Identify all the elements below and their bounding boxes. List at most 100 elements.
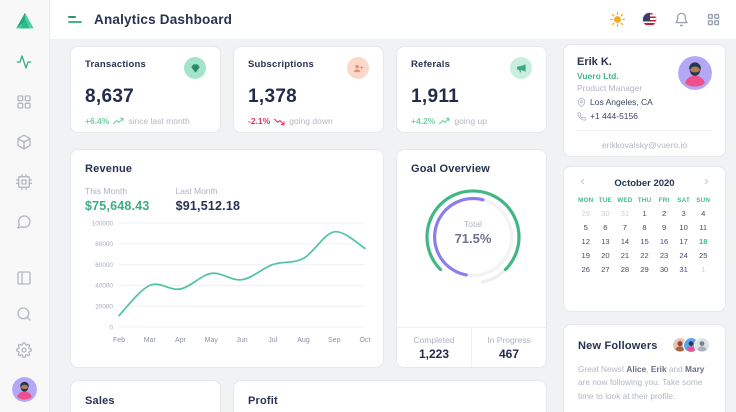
calendar-day[interactable]: 15 xyxy=(640,237,649,246)
calendar-day[interactable]: 7 xyxy=(622,223,628,232)
revenue-title: Revenue xyxy=(85,163,133,175)
sidebar-item-search[interactable] xyxy=(16,305,34,323)
calendar-day[interactable]: 20 xyxy=(601,251,610,260)
topbar-actions xyxy=(606,9,724,31)
gear-icon xyxy=(15,342,32,358)
calendar-day[interactable]: 18 xyxy=(698,237,708,246)
profile-location: Los Angeles, CA xyxy=(590,97,653,107)
calendar-day[interactable]: 24 xyxy=(679,251,688,260)
box-icon xyxy=(16,134,31,150)
sidebar-item-components[interactable] xyxy=(16,133,34,151)
calendar-day[interactable]: 21 xyxy=(620,251,630,260)
goal-total-label: Total xyxy=(464,219,482,229)
follower-name[interactable]: Mary xyxy=(685,364,705,374)
calendar-day[interactable]: 16 xyxy=(659,237,669,246)
gauge-arcs xyxy=(425,189,521,284)
calendar-day[interactable]: 28 xyxy=(620,265,630,274)
calendar-day[interactable]: 11 xyxy=(699,223,708,232)
calendar-prev-button[interactable] xyxy=(576,177,589,189)
calendar-day[interactable]: 3 xyxy=(681,209,686,218)
panel-layout-icon xyxy=(16,271,31,285)
calendar-day[interactable]: 26 xyxy=(581,265,590,274)
calendar-day-name: SUN xyxy=(696,197,711,204)
calendar-day[interactable]: 9 xyxy=(661,223,667,232)
last-month-value: $91,512.18 xyxy=(175,199,241,213)
sidebar-item-messages[interactable] xyxy=(16,213,34,231)
svg-text:60000: 60000 xyxy=(95,262,113,269)
follower-name[interactable]: Erik xyxy=(650,364,667,374)
sun-icon xyxy=(609,12,625,27)
calendar-day[interactable]: 6 xyxy=(603,223,608,232)
follower-name[interactable]: Alice xyxy=(626,364,647,374)
calendar-day[interactable]: 2 xyxy=(661,209,667,218)
apps-button[interactable] xyxy=(702,9,724,31)
calendar-day[interactable]: 27 xyxy=(601,265,610,274)
language-button[interactable] xyxy=(638,9,660,31)
sidebar-item-dashboards[interactable] xyxy=(16,93,34,111)
revenue-card: Revenue This Month $75,648.43 Last Month… xyxy=(70,149,384,368)
page-title: Analytics Dashboard xyxy=(94,12,233,27)
calendar-day[interactable]: 23 xyxy=(659,251,669,260)
us-flag-icon xyxy=(641,12,657,27)
theme-toggle-button[interactable] xyxy=(606,9,628,31)
bell-icon xyxy=(674,12,688,27)
stat-value: 8,637 xyxy=(85,86,135,107)
calendar-day[interactable]: 8 xyxy=(642,223,647,232)
calendar-next-button[interactable] xyxy=(700,177,713,189)
activity-icon xyxy=(16,55,31,69)
calendar-day[interactable]: 14 xyxy=(620,237,630,246)
goal-total-value: 71.5% xyxy=(454,231,492,246)
calendar-day[interactable]: 5 xyxy=(583,223,588,232)
sidebar-user-avatar[interactable] xyxy=(12,377,37,402)
calendar-day[interactable]: 17 xyxy=(679,237,688,246)
calendar-day-name: SAT xyxy=(677,197,690,204)
sidebar-item-elements[interactable] xyxy=(15,173,34,191)
calendar-day-name: FRI xyxy=(658,197,670,204)
svg-text:Apr: Apr xyxy=(175,337,187,344)
calendar-day[interactable]: 30 xyxy=(601,209,610,218)
sidebar-footer xyxy=(12,269,37,402)
sidebar-item-settings[interactable] xyxy=(15,341,34,359)
calendar-day[interactable]: 31 xyxy=(679,265,688,274)
calendar-day[interactable]: 1 xyxy=(642,209,647,218)
calendar-day[interactable]: 29 xyxy=(581,209,590,218)
calendar-day[interactable]: 30 xyxy=(659,265,669,274)
calendar-day-name: TUE xyxy=(598,197,612,204)
last-month-label: Last Month xyxy=(175,186,218,196)
in-progress-label: In Progress xyxy=(487,334,531,345)
calendar-day[interactable]: 29 xyxy=(640,265,649,274)
revenue-summary: This Month $75,648.43 Last Month $91,512… xyxy=(85,186,369,213)
vuero-logo[interactable] xyxy=(13,9,37,33)
cpu-icon xyxy=(15,174,32,190)
stat-value: 1,378 xyxy=(248,86,298,107)
sales-card: Sales xyxy=(70,380,221,412)
profile-card: Erik K. Vuero Ltd. Product Manager Los A… xyxy=(563,44,726,157)
sidebar-item-analytics[interactable] xyxy=(16,53,34,71)
calendar-day[interactable]: 1 xyxy=(701,265,706,274)
svg-text:0: 0 xyxy=(109,324,113,331)
calendar-day[interactable]: 22 xyxy=(640,251,649,260)
sidebar-item-panels[interactable] xyxy=(16,269,34,287)
profit-card: Profit xyxy=(233,380,547,412)
trending-down-icon xyxy=(274,118,285,125)
menu-toggle-icon[interactable] xyxy=(68,15,82,25)
calendar-day[interactable]: 4 xyxy=(701,209,706,218)
profile-company[interactable]: Vuero Ltd. xyxy=(577,71,619,81)
calendar-grid: MON TUE WED THU FRI SAT SUN 29 30 31 1 2 3 4 5 6 7 8 9 10 11… xyxy=(576,197,713,274)
calendar-day-name: THU xyxy=(637,197,652,204)
logo-triangle-icon xyxy=(15,12,34,29)
notifications-button[interactable] xyxy=(670,9,692,31)
calendar-day[interactable]: 25 xyxy=(698,251,708,260)
calendar-day[interactable]: 31 xyxy=(620,209,630,218)
svg-text:Oct: Oct xyxy=(360,337,371,344)
calendar-day[interactable]: 19 xyxy=(581,251,590,260)
svg-text:40000: 40000 xyxy=(95,283,113,290)
sidebar-nav xyxy=(15,53,34,231)
profile-email[interactable]: erikkovalsky@vuero.io xyxy=(577,130,712,150)
calendar-day[interactable]: 13 xyxy=(601,237,610,246)
calendar-day[interactable]: 12 xyxy=(581,237,590,246)
avatar-mary[interactable] xyxy=(694,337,711,354)
profile-avatar[interactable] xyxy=(678,56,712,90)
profit-title: Profit xyxy=(248,395,278,407)
calendar-day[interactable]: 10 xyxy=(679,223,688,232)
